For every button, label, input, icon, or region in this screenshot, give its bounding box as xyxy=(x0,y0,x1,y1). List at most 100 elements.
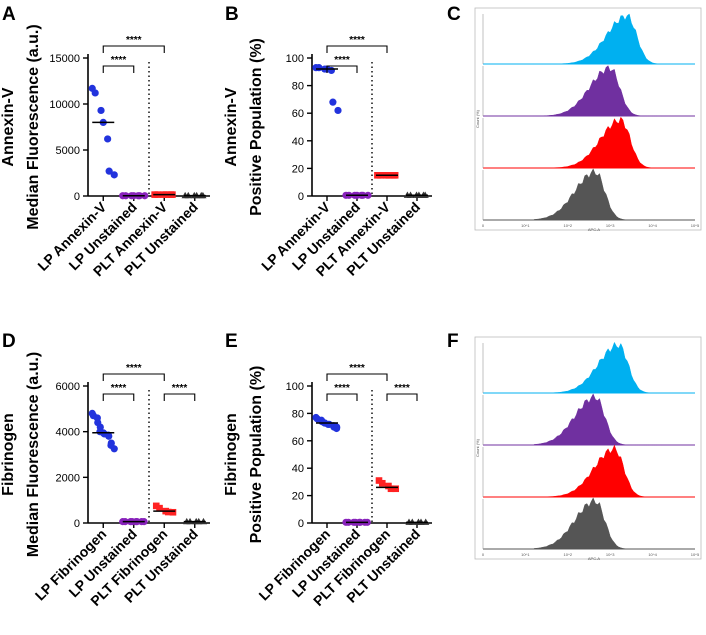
data-point xyxy=(387,485,395,493)
y-tick-label: 2000 xyxy=(56,472,80,484)
data-point xyxy=(105,432,113,440)
panel-e: E Fibrinogen Positive Population (%) 0 20 40 6… xyxy=(223,331,432,609)
data-point xyxy=(110,171,118,179)
histogram-area xyxy=(533,444,662,498)
histogram-x-tick-label: 10^5 xyxy=(691,223,700,228)
y-tick-label: 40 xyxy=(292,463,304,475)
data-point xyxy=(104,135,112,143)
data-point xyxy=(105,167,113,175)
panel-c: C Count (%) 0 10^1 10^2 10^3 10^4 10^5 APC-A xyxy=(447,4,702,232)
significance-bracket xyxy=(326,65,358,73)
y-tick-label: 100 xyxy=(286,381,304,393)
y-tick-label: 5000 xyxy=(56,145,80,157)
significance-label: **** xyxy=(349,35,365,46)
histogram-area xyxy=(533,341,662,394)
significance-bracket xyxy=(102,373,165,381)
significance-label: **** xyxy=(349,363,365,374)
y-tick-label: 0 xyxy=(298,518,304,530)
significance-label: **** xyxy=(394,383,410,394)
y-axis-label: Median Fluorescence (a.u.) xyxy=(25,24,42,229)
y-tick-label: 6000 xyxy=(56,381,80,393)
data-point xyxy=(378,479,386,487)
y-tick-label: 20 xyxy=(292,163,304,175)
significance-label: **** xyxy=(111,55,127,66)
panel-a: A Annexin-V Median Fluorescence (a.u.) 0 500… xyxy=(0,4,210,279)
significance-label: **** xyxy=(172,383,188,394)
data-point xyxy=(156,504,163,512)
significance-bracket xyxy=(326,393,358,401)
histogram-area xyxy=(533,13,662,65)
histogram-area xyxy=(533,497,662,550)
data-point xyxy=(329,98,337,106)
data-point xyxy=(169,508,177,516)
histogram-y-label: Count (%) xyxy=(475,109,480,128)
significance-label: **** xyxy=(334,55,350,66)
y-axis-label: Fibrinogen xyxy=(0,413,17,496)
panel-f: F Count (%) 0 10^1 10^2 10^3 10^4 10^5 APC-A xyxy=(447,331,702,561)
histogram-x-tick-label: 0 xyxy=(482,223,485,228)
significance-bracket xyxy=(326,45,388,53)
y-axis-label: Positive Population (%) xyxy=(248,366,265,544)
y-tick-label: 10000 xyxy=(49,99,80,111)
data-point xyxy=(110,445,118,453)
data-point xyxy=(97,106,105,115)
histogram-area xyxy=(533,168,662,221)
y-tick-label: 0 xyxy=(74,191,80,203)
significance-bracket xyxy=(102,65,135,73)
histogram-x-label: APC-A xyxy=(588,556,601,561)
panel-label: C xyxy=(447,4,461,25)
significance-bracket xyxy=(326,373,388,381)
significance-bracket xyxy=(163,393,196,401)
y-tick-label: 100 xyxy=(286,53,304,65)
data-point xyxy=(332,424,341,433)
panel-label: D xyxy=(2,331,16,352)
histogram-x-tick-label: 10^2 xyxy=(564,223,573,228)
y-tick-label: 80 xyxy=(292,408,304,420)
data-point xyxy=(91,89,99,97)
panel-label: E xyxy=(225,331,238,352)
histogram-x-tick-label: 10^1 xyxy=(521,223,530,228)
y-tick-label: 80 xyxy=(292,81,304,93)
histogram-x-tick-label: 10^5 xyxy=(691,552,700,557)
significance-label: **** xyxy=(111,383,127,394)
histogram-x-tick-label: 10^2 xyxy=(564,552,573,557)
histogram-area xyxy=(533,65,662,117)
histogram-x-tick-label: 10^1 xyxy=(521,552,530,557)
panel-b: B Annexin-V Positive Population (%) 0 20 40 60… xyxy=(223,4,432,279)
histogram-x-tick-label: 10^3 xyxy=(606,552,615,557)
y-axis-label: Positive Population (%) xyxy=(248,38,265,216)
data-point xyxy=(327,66,335,75)
y-tick-label: 40 xyxy=(292,136,304,148)
y-tick-label: 60 xyxy=(292,436,304,448)
panel-d: D Fibrinogen Median Fluorescence (a.u.) 0 20… xyxy=(0,331,210,609)
panel-label: A xyxy=(2,4,16,25)
significance-label: **** xyxy=(334,383,350,394)
histogram-x-tick-label: 10^4 xyxy=(648,552,657,557)
data-point xyxy=(334,106,342,115)
y-tick-label: 20 xyxy=(292,491,304,503)
histogram-area xyxy=(533,116,662,169)
histogram-area xyxy=(533,393,662,446)
y-axis-label: Median Fluorescence (a.u.) xyxy=(25,352,42,557)
significance-bracket xyxy=(102,45,165,53)
significance-bracket xyxy=(102,393,135,401)
panel-label: B xyxy=(225,4,239,25)
panel-label: F xyxy=(447,331,459,352)
significance-label: **** xyxy=(126,363,142,374)
y-tick-label: 4000 xyxy=(56,427,80,439)
significance-bracket xyxy=(386,393,418,401)
histogram-x-tick-label: 10^3 xyxy=(606,223,615,228)
y-tick-label: 0 xyxy=(74,518,80,530)
histogram-x-tick-label: 0 xyxy=(482,552,485,557)
y-axis-label: Fibrinogen xyxy=(223,413,240,496)
y-axis-label: Annexin-V xyxy=(223,87,240,166)
data-point xyxy=(392,485,400,493)
y-tick-label: 60 xyxy=(292,108,304,120)
histogram-x-label: APC-A xyxy=(588,227,601,232)
histogram-y-label: Count (%) xyxy=(475,438,480,457)
data-point xyxy=(164,508,172,516)
y-tick-label: 0 xyxy=(298,191,304,203)
y-axis-label: Annexin-V xyxy=(0,87,17,166)
significance-label: **** xyxy=(126,35,142,46)
